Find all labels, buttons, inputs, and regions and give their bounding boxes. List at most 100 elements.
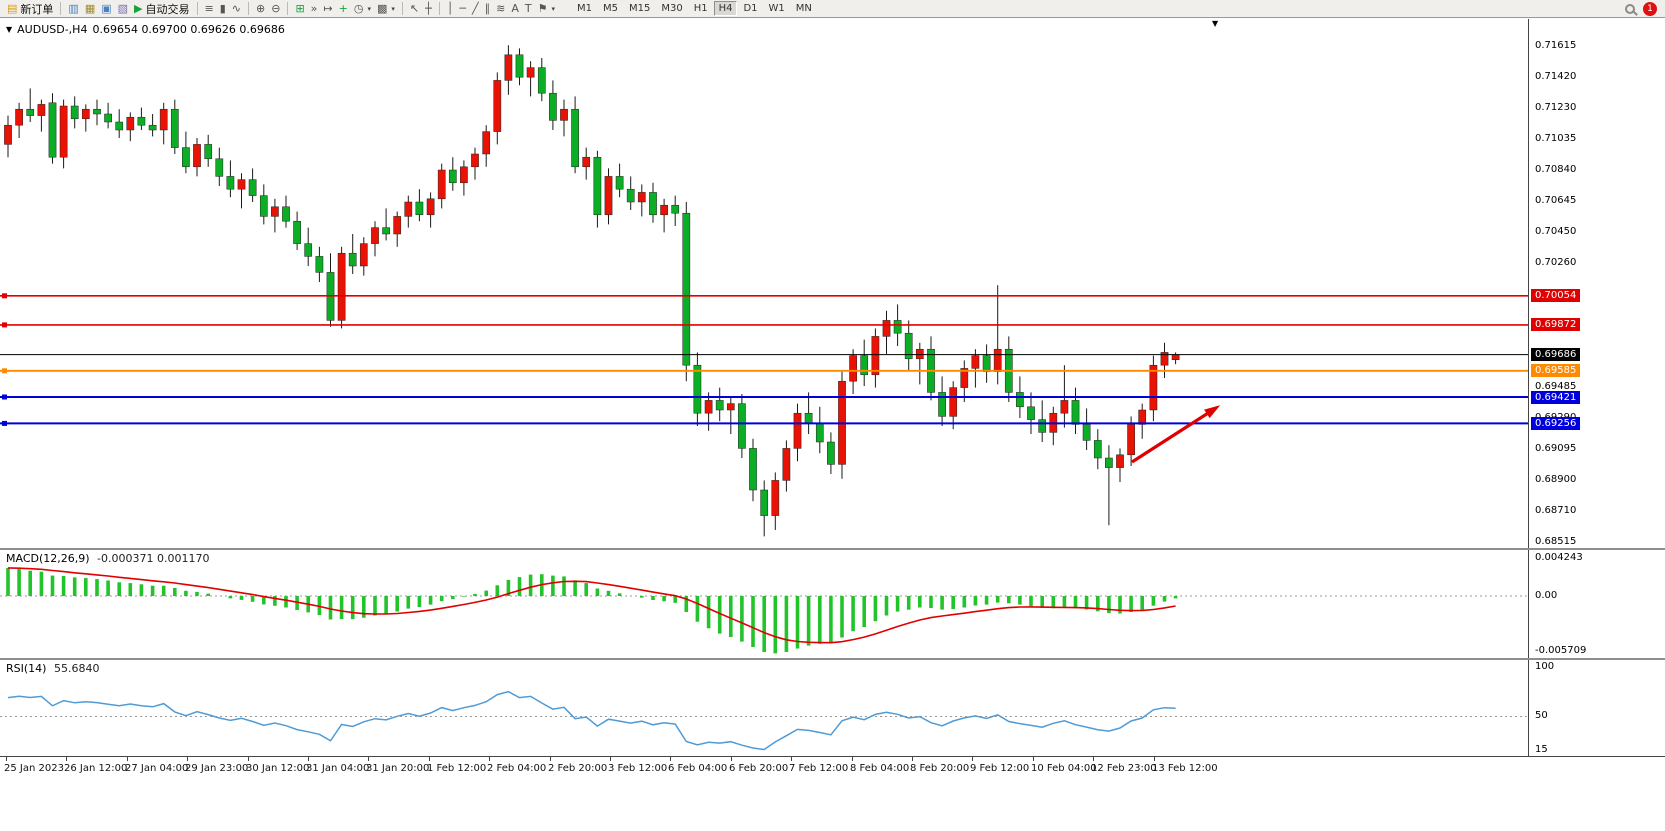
timeframe-h4[interactable]: H4 bbox=[713, 1, 738, 16]
autotrading-button[interactable]: ▶ 自动交易 bbox=[131, 1, 192, 17]
fibonacci-button[interactable]: ≋ bbox=[493, 1, 508, 17]
candle-body bbox=[26, 108, 35, 116]
candle-body bbox=[371, 227, 379, 244]
crosshair-button[interactable]: ┼ bbox=[422, 1, 435, 17]
new-order-button[interactable]: ▤ 新订单 bbox=[4, 1, 56, 17]
candle-body bbox=[704, 400, 713, 414]
channel-button[interactable]: ∥ bbox=[482, 1, 494, 17]
candle-body bbox=[1160, 352, 1169, 366]
candle-body bbox=[81, 108, 90, 120]
tile-windows-button[interactable]: ⊞ bbox=[292, 1, 307, 17]
trendline-button[interactable]: ╱ bbox=[469, 1, 482, 17]
periods-button[interactable]: ◷ ▾ bbox=[351, 1, 374, 17]
candle-body bbox=[148, 124, 157, 131]
candle-body bbox=[582, 156, 591, 168]
candle-body bbox=[1060, 400, 1069, 414]
timeframe-mn[interactable]: MN bbox=[795, 3, 812, 14]
text-button[interactable]: A bbox=[508, 1, 522, 17]
panel-separator[interactable] bbox=[0, 658, 1665, 660]
candle-body bbox=[782, 448, 791, 481]
label-button[interactable]: T bbox=[522, 1, 535, 17]
candle-body bbox=[37, 104, 46, 116]
navigator-button[interactable]: ▧ bbox=[115, 1, 131, 17]
toolbar: ▤ 新订单 ▥ ▦ ▣ ▧ ▶ 自动交易 ≡ ▮ ∿ ⊕ ⊖ ⊞» ↦ + ◷ ▾ ▩ ▾ ↖ ┼ │ ─ ╱ ∥ ≋ A T ⚑ ▾ M1… bbox=[0, 0, 1665, 18]
macd-name: MACD(12,26,9) bbox=[6, 552, 90, 565]
charts-button[interactable]: ▥ bbox=[65, 1, 81, 17]
candle-body bbox=[1038, 419, 1047, 433]
candle-body bbox=[482, 131, 491, 155]
bar-chart-button[interactable]: ≡ bbox=[202, 1, 217, 17]
candle-body bbox=[448, 169, 457, 184]
candle-body bbox=[560, 108, 568, 121]
market-watch-button[interactable]: ▣ bbox=[98, 1, 114, 17]
time-label: 10 Feb 04:00 bbox=[1031, 763, 1097, 774]
indicators-button[interactable]: + bbox=[336, 1, 351, 17]
timeframe-m30[interactable]: M30 bbox=[661, 3, 683, 14]
candle-body bbox=[426, 198, 435, 216]
timeframe-m5[interactable]: M5 bbox=[602, 3, 618, 14]
indicators-icon: + bbox=[338, 1, 348, 15]
candle-body bbox=[304, 243, 313, 257]
macd-axis-label: -0.005709 bbox=[1535, 645, 1587, 656]
cursor-button[interactable]: ↖ bbox=[407, 1, 422, 17]
candle-body bbox=[404, 201, 413, 217]
zoom-in-icon: ⊕ bbox=[256, 1, 266, 15]
time-label: 31 Jan 04:00 bbox=[306, 763, 370, 774]
timeframe-d1[interactable]: D1 bbox=[743, 3, 758, 14]
notification-badge[interactable]: 1 bbox=[1643, 1, 1657, 16]
time-tick bbox=[308, 757, 309, 761]
price-badge-support-2: 0.69256 bbox=[1531, 417, 1581, 430]
dropdown-caret-icon: ▾ bbox=[391, 4, 395, 13]
autoscroll-icon: » bbox=[310, 1, 318, 15]
search-icon[interactable] bbox=[1625, 3, 1635, 14]
panel-separator[interactable] bbox=[0, 548, 1665, 550]
rsi-panel bbox=[0, 660, 1528, 756]
hline-handle[interactable] bbox=[2, 293, 7, 299]
zoom-out-icon: ⊖ bbox=[271, 1, 281, 15]
hline-handle[interactable] bbox=[2, 394, 7, 400]
vertical-line-button[interactable]: │ bbox=[444, 1, 457, 17]
candle-body bbox=[1071, 400, 1080, 425]
horizontal-line-button[interactable]: ─ bbox=[456, 1, 469, 17]
price-axis: 0.71615 0.71420 0.71230 0.71035 0.70840 0.706… bbox=[1528, 19, 1665, 756]
line-chart-button[interactable]: ∿ bbox=[229, 1, 244, 17]
candle-body bbox=[1171, 354, 1180, 360]
chart-shift-marker-icon[interactable]: ▼ bbox=[1212, 19, 1219, 28]
autoscroll-button[interactable]: » bbox=[308, 1, 321, 17]
macd-axis-label: 0.004243 bbox=[1535, 552, 1583, 563]
hline-handle[interactable] bbox=[2, 368, 7, 374]
chart-shift-button[interactable]: ↦ bbox=[320, 1, 335, 17]
timeframe-m15[interactable]: M15 bbox=[628, 3, 651, 14]
candle-body bbox=[871, 336, 880, 376]
timeframe-m1[interactable]: M1 bbox=[576, 3, 592, 14]
zoom-out-button[interactable]: ⊖ bbox=[268, 1, 283, 17]
candle-body bbox=[126, 116, 135, 131]
candle-body bbox=[1116, 454, 1124, 468]
timeframe-w1[interactable]: W1 bbox=[768, 3, 785, 14]
candle-body bbox=[549, 92, 557, 121]
trend-arrow[interactable] bbox=[1131, 406, 1217, 464]
hline-handle[interactable] bbox=[2, 420, 7, 426]
candle-body bbox=[248, 179, 257, 196]
hline-handle[interactable] bbox=[2, 322, 7, 328]
candle-body bbox=[671, 204, 680, 214]
candle-body bbox=[359, 243, 368, 267]
candlestick-chart-button[interactable]: ▮ bbox=[217, 1, 229, 17]
time-tick bbox=[791, 757, 792, 761]
time-tick bbox=[731, 757, 732, 761]
price-axis-label: 0.68900 bbox=[1535, 474, 1577, 485]
arrows-button[interactable]: ⚑ ▾ bbox=[535, 1, 558, 17]
templates-button[interactable]: ▩ ▾ bbox=[374, 1, 398, 17]
rsi-axis-label: 100 bbox=[1535, 661, 1555, 672]
time-tick bbox=[489, 757, 490, 761]
candle-body bbox=[760, 489, 769, 516]
main-price-chart[interactable] bbox=[0, 19, 1528, 548]
zoom-in-button[interactable]: ⊕ bbox=[253, 1, 268, 17]
candle-body bbox=[159, 108, 168, 131]
profiles-button[interactable]: ▦ bbox=[82, 1, 98, 17]
time-label: 9 Feb 12:00 bbox=[970, 763, 1030, 774]
time-tick bbox=[972, 757, 973, 761]
candle-body bbox=[493, 80, 502, 132]
timeframe-h1[interactable]: H1 bbox=[693, 3, 708, 14]
symbol-dropdown-icon[interactable]: ▼ bbox=[6, 25, 13, 34]
